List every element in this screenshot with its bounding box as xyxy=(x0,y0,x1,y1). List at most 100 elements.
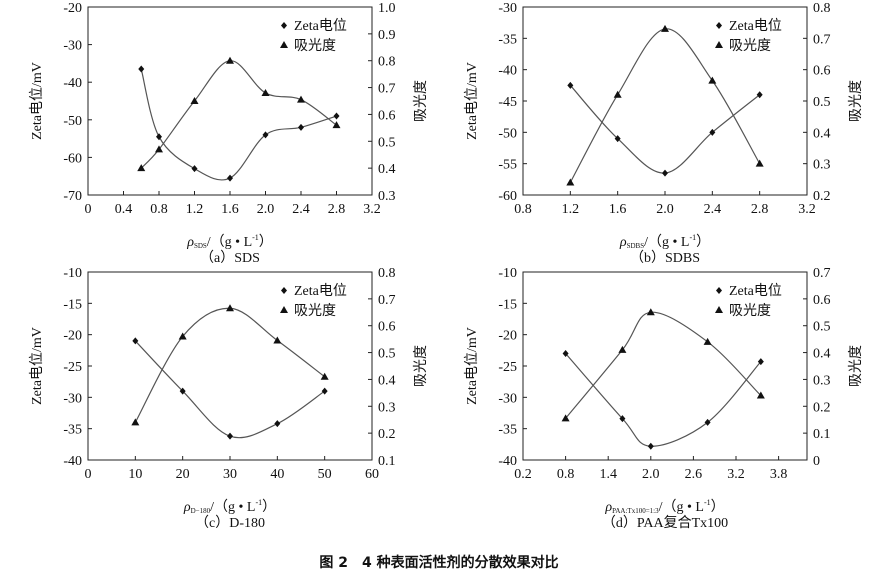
x-tick-label: 2.4 xyxy=(704,202,722,217)
data-point-triangle xyxy=(190,97,199,104)
y-right-tick-label: 0.8 xyxy=(378,55,396,70)
legend-diamond-icon xyxy=(281,22,287,29)
x-tick-label: 2.8 xyxy=(328,202,346,217)
data-point-triangle xyxy=(756,391,765,399)
data-point-diamond xyxy=(709,128,716,136)
data-point-diamond xyxy=(619,415,626,423)
series-line-1 xyxy=(134,307,326,423)
series-line-1 xyxy=(565,311,762,419)
y-right-tick-label: 0.9 xyxy=(378,28,396,43)
data-point-diamond xyxy=(757,358,764,366)
x-label-unit-close: ） xyxy=(696,234,710,250)
y-left-tick-label: -35 xyxy=(498,32,517,47)
data-point-diamond xyxy=(662,169,668,177)
x-tick-label: 3.2 xyxy=(798,202,816,217)
y-left-tick-label: -30 xyxy=(498,1,517,16)
y-left-axis-label: Zeta电位/mV xyxy=(464,327,480,405)
panel-caption: （b）SDBS xyxy=(630,250,700,266)
data-point-triangle xyxy=(297,95,305,103)
x-tick-label: 1.4 xyxy=(599,467,617,482)
y-left-tick-label: -60 xyxy=(498,189,517,204)
legend-label: 吸光度 xyxy=(294,303,336,319)
x-label-unit-sup: -1 xyxy=(704,498,711,507)
x-tick-label: 3.2 xyxy=(363,202,381,217)
y-right-tick-label: 0.3 xyxy=(813,158,831,173)
y-right-tick-label: 0.1 xyxy=(378,454,396,469)
x-label-unit-close: ） xyxy=(711,499,725,515)
x-axis-label: ρSDS/（g • L-1） xyxy=(186,233,273,250)
y-left-tick-label: -30 xyxy=(63,39,82,54)
y-left-tick-label: -70 xyxy=(63,189,82,204)
data-point-diamond xyxy=(321,387,328,395)
plot-frame xyxy=(87,6,373,196)
data-point-diamond xyxy=(647,442,654,450)
y-right-tick-label: 1.0 xyxy=(378,1,396,16)
y-right-tick-label: 0.7 xyxy=(378,82,396,97)
x-label-unit-sup: -1 xyxy=(689,233,696,242)
panel-caption: （d）PAA复合Tx100 xyxy=(602,514,728,531)
legend-triangle-icon xyxy=(715,306,723,313)
data-point-diamond xyxy=(132,337,139,345)
y-right-tick-label: 0.3 xyxy=(378,189,396,204)
x-tick-label: 2.0 xyxy=(642,467,660,482)
x-label-symbol: ρ xyxy=(183,500,191,515)
x-label-subscript: SDBS xyxy=(627,242,645,250)
y-right-tick-label: 0.2 xyxy=(378,427,396,442)
x-axis-label: ρPAA:Tx100=1:3/（g • L-1） xyxy=(604,498,724,515)
y-right-tick-label: 0.6 xyxy=(813,293,831,308)
x-tick-label: 0 xyxy=(85,202,92,217)
y-left-tick-label: -30 xyxy=(498,391,517,406)
y-right-axis-label: 吸光度 xyxy=(413,80,429,122)
y-left-tick-label: -50 xyxy=(498,126,517,141)
y-right-tick-label: 0.4 xyxy=(378,162,396,177)
plot-frame xyxy=(522,6,808,196)
legend-label: Zeta电位 xyxy=(729,283,782,299)
y-right-tick-label: 0.5 xyxy=(378,347,396,362)
data-point-triangle xyxy=(613,90,622,98)
data-point-diamond xyxy=(138,65,145,73)
legend-label: 吸光度 xyxy=(294,38,336,54)
y-right-tick-label: 0 xyxy=(813,454,820,469)
y-left-axis-label: Zeta电位/mV xyxy=(29,327,45,405)
x-label-unit: /（g • L xyxy=(659,499,704,515)
y-left-tick-label: -15 xyxy=(63,297,82,312)
data-point-triangle xyxy=(755,159,764,167)
x-tick-label: 0.8 xyxy=(557,467,575,482)
series-line-0 xyxy=(565,353,762,447)
y-right-tick-label: 0.5 xyxy=(378,135,396,150)
y-left-tick-label: -15 xyxy=(498,297,517,312)
x-label-unit-sup: -1 xyxy=(252,233,259,242)
data-point-triangle xyxy=(137,164,146,172)
legend-label: Zeta电位 xyxy=(294,283,347,299)
y-left-tick-label: -35 xyxy=(498,423,517,438)
y-right-axis-label: 吸光度 xyxy=(848,345,864,387)
y-right-tick-label: 0.5 xyxy=(813,95,831,110)
y-left-tick-label: -40 xyxy=(63,454,82,469)
data-point-triangle xyxy=(566,178,575,186)
x-tick-label: 10 xyxy=(128,467,142,482)
data-point-diamond xyxy=(704,418,711,426)
legend-label: Zeta电位 xyxy=(729,18,782,34)
y-right-tick-label: 0.7 xyxy=(813,266,831,281)
data-point-diamond xyxy=(614,135,621,143)
y-left-tick-label: -50 xyxy=(63,114,82,129)
x-label-unit: /（g • L xyxy=(210,499,255,515)
x-label-unit-sup: -1 xyxy=(255,498,262,507)
y-left-axis-label: Zeta电位/mV xyxy=(464,62,480,140)
data-point-triangle xyxy=(708,76,717,84)
y-right-tick-label: 0.8 xyxy=(813,1,831,16)
x-tick-label: 1.2 xyxy=(186,202,204,217)
data-point-diamond xyxy=(562,349,569,357)
data-point-triangle xyxy=(661,24,669,32)
x-tick-label: 2.4 xyxy=(292,202,310,217)
data-point-diamond xyxy=(756,91,763,99)
x-tick-label: 0.8 xyxy=(150,202,168,217)
legend-triangle-icon xyxy=(280,306,288,313)
y-right-tick-label: 0.1 xyxy=(813,427,831,442)
y-left-tick-label: -55 xyxy=(498,158,517,173)
y-left-tick-label: -20 xyxy=(498,329,517,344)
y-right-tick-label: 0.7 xyxy=(813,32,831,47)
x-label-unit: /（g • L xyxy=(644,234,689,250)
data-point-triangle xyxy=(261,88,270,96)
